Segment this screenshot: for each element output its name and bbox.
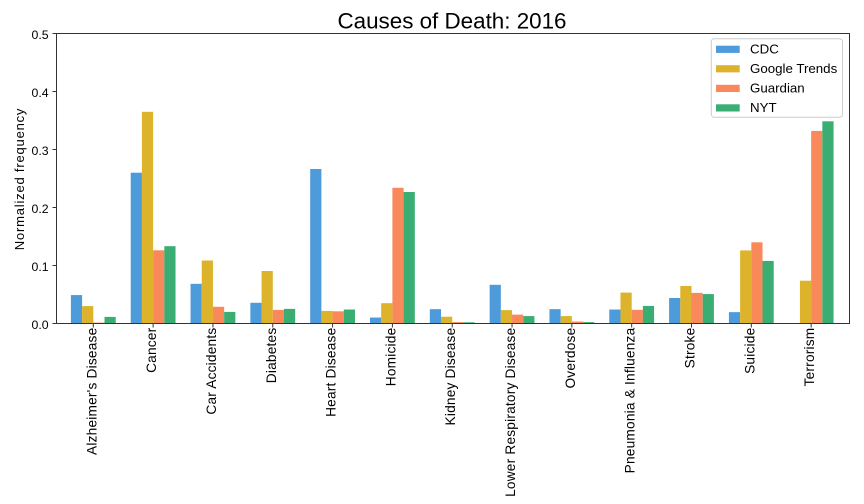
svg-text:Terrorism: Terrorism	[802, 328, 817, 387]
svg-text:Guardian: Guardian	[750, 81, 805, 96]
svg-text:0.1: 0.1	[31, 260, 48, 274]
svg-text:Normalized frequency: Normalized frequency	[12, 108, 27, 250]
svg-text:Heart Disease: Heart Disease	[324, 328, 339, 417]
svg-text:Causes of Death: 2016: Causes of Death: 2016	[337, 9, 566, 34]
svg-text:0.0: 0.0	[31, 318, 48, 332]
svg-text:Stroke: Stroke	[683, 328, 698, 369]
svg-text:Google Trends: Google Trends	[750, 61, 838, 76]
svg-text:Pneumonia & Influenza: Pneumonia & Influenza	[623, 327, 638, 473]
svg-text:Cancer: Cancer	[144, 327, 159, 373]
svg-text:0.2: 0.2	[31, 202, 48, 216]
svg-text:Overdose: Overdose	[563, 328, 578, 389]
svg-text:CDC: CDC	[750, 42, 779, 57]
svg-text:Kidney Disease: Kidney Disease	[443, 328, 458, 426]
svg-text:Diabetes: Diabetes	[264, 328, 279, 384]
svg-text:Alzheimer's Disease: Alzheimer's Disease	[84, 328, 99, 455]
svg-text:0.5: 0.5	[31, 28, 48, 42]
svg-text:Homicide: Homicide	[383, 328, 398, 387]
svg-text:Lower Respiratory Disease: Lower Respiratory Disease	[503, 328, 518, 497]
svg-text:Car Accidents: Car Accidents	[204, 328, 219, 415]
svg-text:0.3: 0.3	[31, 144, 48, 158]
svg-text:NYT: NYT	[750, 100, 777, 115]
svg-text:Suicide: Suicide	[742, 328, 757, 374]
svg-text:0.4: 0.4	[31, 86, 48, 100]
